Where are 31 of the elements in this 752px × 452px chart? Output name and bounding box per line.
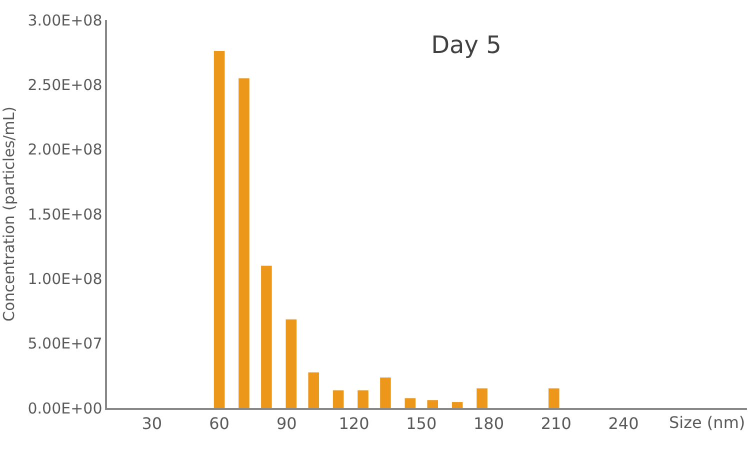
y-tick-label: 0.00E+00	[28, 399, 102, 418]
x-tick-label: 60	[209, 414, 230, 433]
x-tick-label: 150	[406, 414, 437, 433]
y-tick-label: 3.00E+08	[28, 11, 102, 30]
bar	[238, 78, 250, 408]
x-tick-label: 240	[608, 414, 639, 433]
y-tick-label: 2.50E+08	[28, 76, 102, 94]
bar	[548, 388, 560, 408]
bar	[332, 390, 344, 408]
y-axis-title: Concentration (particles/mL)	[0, 106, 18, 322]
y-tick-label: 1.00E+08	[28, 270, 102, 288]
text: Day 5	[431, 30, 502, 59]
x-tick-label: 120	[338, 414, 370, 433]
y-tick-label: 1.50E+08	[28, 205, 102, 224]
bar	[452, 402, 463, 408]
bar	[476, 388, 488, 408]
bar	[380, 377, 391, 408]
bar	[404, 398, 416, 408]
bar	[427, 400, 438, 408]
bar	[358, 390, 368, 408]
y-tick-label: 5.00E+07	[28, 334, 102, 353]
y-tick-label: 2.00E+08	[28, 140, 102, 159]
bar	[261, 266, 272, 408]
bar	[286, 319, 297, 408]
x-tick-label: 30	[142, 414, 162, 433]
bar	[308, 372, 319, 408]
bar	[214, 51, 225, 408]
x-tick-label: 180	[473, 414, 504, 433]
x-axis-title: Size (nm)	[669, 413, 746, 432]
x-tick-label: 90	[276, 414, 297, 433]
x-tick-label: 210	[540, 414, 572, 433]
